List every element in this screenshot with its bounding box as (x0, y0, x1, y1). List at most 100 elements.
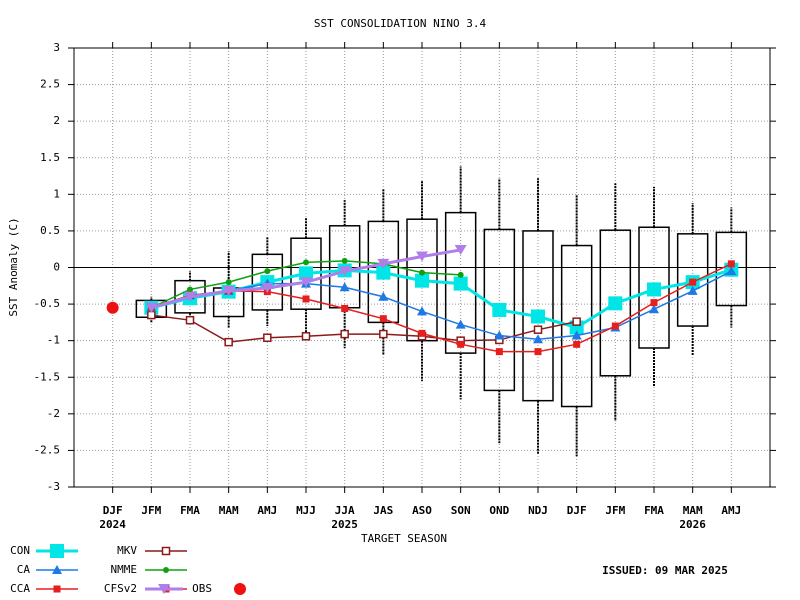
series-marker (608, 296, 623, 311)
y-tick-label: 1.5 (40, 151, 60, 164)
series-marker (376, 265, 391, 280)
legend-label: CA (17, 563, 31, 576)
legend-label: OBS (192, 582, 212, 595)
y-tick-label: 2 (53, 114, 60, 127)
legend-marker (163, 567, 169, 573)
series-marker (378, 291, 389, 301)
series-marker (454, 244, 467, 255)
series-marker (145, 302, 158, 313)
series-marker (727, 260, 735, 268)
series-marker (494, 330, 505, 340)
y-tick-label: -3 (47, 480, 60, 493)
x-tick-label: DJF (567, 504, 587, 517)
chart-title: SST CONSOLIDATION NINO 3.4 (314, 17, 487, 30)
x-tick-label: FMA (180, 504, 200, 517)
series-marker (222, 285, 235, 296)
series-line (151, 263, 732, 353)
series-marker (418, 329, 426, 337)
x-tick-label: FMA (644, 504, 664, 517)
y-tick-label: 0 (53, 261, 60, 274)
legend-label: NMME (111, 563, 138, 576)
x-tick-label: AMJ (257, 504, 277, 517)
series-marker (650, 299, 658, 307)
series-marker (457, 271, 464, 278)
y-axis-label: SST Anomaly (C) (7, 217, 20, 316)
series-marker (415, 273, 429, 288)
series-marker (689, 278, 697, 286)
series-marker (301, 332, 311, 341)
series-marker (224, 337, 233, 347)
series-marker (647, 282, 661, 297)
series-marker (533, 334, 543, 344)
series-marker (185, 315, 195, 325)
series-marker (572, 317, 581, 326)
series-line (151, 314, 577, 343)
series-marker (261, 282, 274, 293)
series-marker (495, 348, 503, 356)
legend-marker (158, 584, 170, 594)
series-marker (417, 306, 427, 316)
series-marker (534, 348, 542, 356)
annotation: ISSUED: 09 MAR 2025 (602, 564, 728, 577)
box (483, 228, 516, 392)
x-tick-label: AMJ (721, 504, 741, 517)
x-tick-label: JJA (335, 504, 355, 517)
box (522, 230, 554, 402)
series-marker (571, 330, 582, 340)
series-marker (341, 257, 348, 264)
series-marker (299, 266, 313, 281)
legend-marker (234, 583, 246, 595)
series-marker (457, 340, 465, 348)
series-line (150, 268, 732, 330)
y-tick-label: 2.5 (40, 78, 60, 91)
series-marker (455, 319, 466, 329)
y-tick-label: 0.5 (40, 224, 60, 237)
y-tick-label: 3 (53, 41, 60, 54)
series-marker (533, 325, 543, 334)
series-marker (453, 276, 468, 291)
x-tick-label: MAM (683, 504, 703, 517)
x-tick-label: JAS (373, 504, 393, 517)
series-marker (377, 258, 390, 269)
series-marker (263, 333, 272, 342)
x-axis-label: TARGET SEASON (361, 532, 447, 545)
box (599, 229, 632, 377)
series-marker (339, 282, 350, 292)
y-tick-label: -0.5 (34, 297, 61, 310)
year-label: 2025 (331, 518, 358, 531)
box (676, 233, 709, 327)
legend-marker (50, 544, 64, 558)
legend-label: CCA (10, 582, 30, 595)
year-label: 2024 (99, 518, 126, 531)
legend-label: CFSv2 (104, 582, 137, 595)
series-marker (492, 302, 507, 317)
legend-label: CON (10, 544, 30, 557)
box (406, 218, 438, 342)
series-marker (649, 304, 659, 314)
y-tick-label: -1 (47, 334, 60, 347)
y-tick-label: 1 (53, 187, 60, 200)
series-marker (726, 266, 737, 276)
legend-label: MKV (117, 544, 137, 557)
series-marker (687, 285, 698, 295)
x-tick-label: NDJ (528, 504, 548, 517)
series-marker (187, 286, 193, 293)
y-tick-label: -2.5 (34, 443, 61, 456)
box (251, 253, 284, 311)
x-tick-label: MAM (219, 504, 239, 517)
box (560, 244, 593, 408)
x-tick-label: JFM (605, 504, 625, 517)
year-label: 2026 (679, 518, 706, 531)
series-marker (338, 266, 351, 277)
x-tick-label: ASO (412, 504, 432, 517)
series-marker (341, 304, 349, 312)
series-marker (225, 279, 232, 286)
series-marker (379, 329, 388, 339)
x-tick-label: MJJ (296, 504, 316, 517)
series-marker (302, 295, 310, 303)
series-marker (416, 251, 428, 262)
series-marker (264, 268, 271, 275)
series-marker (573, 340, 581, 348)
y-tick-label: -2 (47, 407, 60, 420)
